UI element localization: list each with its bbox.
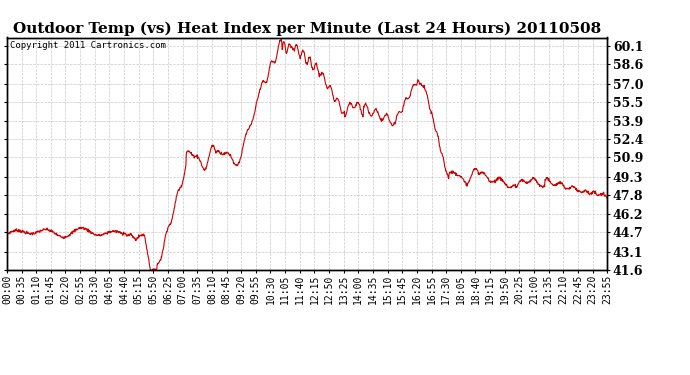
Text: Copyright 2011 Cartronics.com: Copyright 2011 Cartronics.com bbox=[10, 41, 166, 50]
Title: Outdoor Temp (vs) Heat Index per Minute (Last 24 Hours) 20110508: Outdoor Temp (vs) Heat Index per Minute … bbox=[13, 22, 601, 36]
